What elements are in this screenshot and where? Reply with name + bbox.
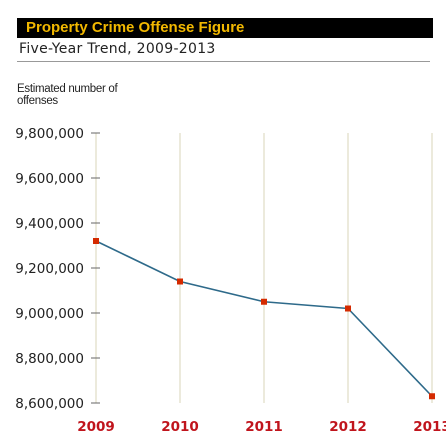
chart-subtitle: Five-Year Trend, 2009-2013	[19, 41, 216, 57]
y-tick-label: 9,000,000	[15, 306, 84, 322]
data-point-2012	[345, 305, 351, 312]
data-point-2009	[93, 238, 99, 244]
y-tick-label: 8,600,000	[15, 396, 84, 412]
y-tick-label: 9,600,000	[15, 171, 84, 187]
title-bar: Property Crime Offense Figure	[17, 18, 433, 38]
x-tick-label-2010: 2010	[161, 419, 199, 435]
data-point-2010	[177, 278, 183, 285]
x-tick-label-2013: 2013	[413, 419, 446, 435]
x-tick-label-2009: 2009	[77, 419, 115, 435]
y-tick-label: 9,200,000	[15, 261, 84, 277]
chart-title: Property Crime Offense Figure	[26, 19, 245, 36]
title-divider	[17, 61, 430, 62]
data-point-2011	[261, 298, 267, 305]
y-tick-label: 9,800,000	[15, 126, 84, 142]
x-tick-label-2011: 2011	[245, 419, 283, 435]
y-tick-label: 8,800,000	[15, 351, 84, 367]
y-tick-label: 9,400,000	[15, 216, 84, 232]
y-axis-label: Estimated number of offenses	[17, 83, 118, 107]
x-tick-label-2012: 2012	[329, 419, 367, 435]
data-point-2013	[429, 393, 435, 400]
